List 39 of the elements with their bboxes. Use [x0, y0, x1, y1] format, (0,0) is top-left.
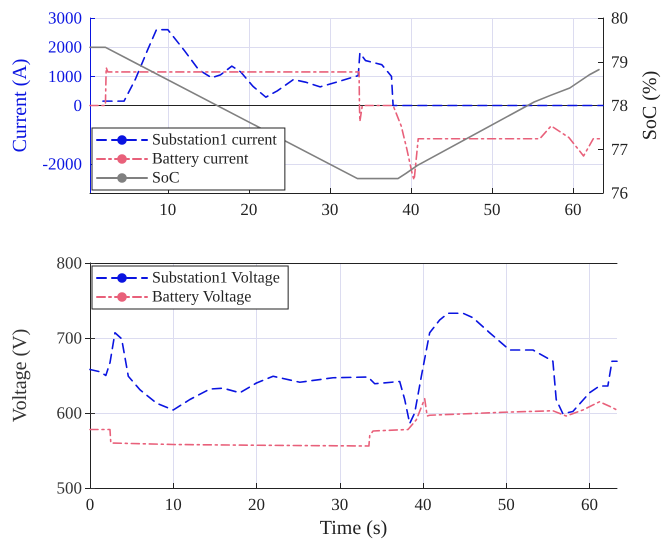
y-tick-label: 700 [56, 328, 82, 348]
y-tick-label: 800 [56, 254, 82, 272]
x-tick-label: 10 [164, 495, 182, 514]
y-tick-label: 0 [74, 96, 82, 115]
y2-tick-label: 80 [611, 8, 628, 28]
x-tick-label: 60 [581, 495, 598, 514]
x-tick-label: 60 [564, 200, 582, 219]
y-axis-title: Voltage (V) [9, 328, 31, 422]
x-tick-label: 40 [402, 200, 420, 219]
x-tick-label: 30 [321, 200, 338, 219]
legend-label: Battery current [152, 150, 249, 168]
y-tick-label: 3000 [48, 8, 82, 28]
legend-label: Substation1 current [152, 132, 278, 148]
x-tick-label: 50 [498, 495, 515, 514]
x-tick-label: 30 [331, 495, 348, 514]
y-axis-title: Current (A) [9, 58, 31, 152]
legend-label: Battery Voltage [152, 288, 252, 306]
x-tick-label: 40 [414, 495, 432, 514]
line-series [102, 28, 604, 106]
x-tick-label: 10 [159, 200, 176, 219]
y-tick-label: -2000 [42, 154, 82, 174]
y-tick-label: 600 [56, 404, 82, 422]
y-tick-label: 500 [56, 478, 82, 498]
y2-axis-title: SoC (%) [639, 70, 661, 140]
line-series [89, 312, 618, 424]
legend-label: Substation1 Voltage [152, 270, 280, 286]
line-series [89, 398, 618, 447]
x-tick-label: 0 [86, 495, 94, 514]
x-tick-label: 50 [483, 200, 500, 219]
y-tick-label: 1000 [48, 66, 82, 86]
y2-tick-label: 79 [611, 52, 628, 72]
y2-tick-label: 77 [611, 140, 628, 159]
x-tick-label: 20 [240, 200, 258, 219]
x-tick-label: 20 [248, 495, 266, 514]
y2-tick-label: 78 [611, 96, 628, 115]
y-tick-label: 2000 [48, 38, 82, 57]
legend-label: SoC [152, 170, 180, 186]
x-axis-title: Time (s) [320, 517, 388, 539]
y2-tick-label: 76 [611, 184, 628, 202]
